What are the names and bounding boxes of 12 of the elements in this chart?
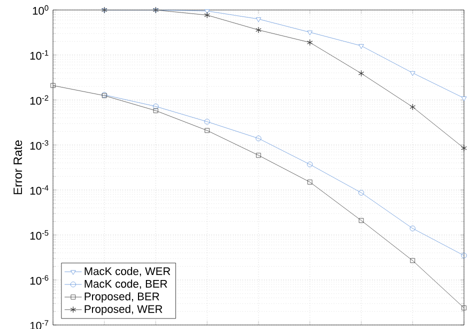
y-tick-label: 10$^{-6}$ [30, 275, 48, 285]
y-tick-label: 10$^{-2}$ [30, 95, 48, 105]
y-tick-label: 10$^{-4}$ [30, 185, 48, 195]
y-axis-title: Error Rate [14, 140, 22, 194]
y-tick-label: 10$^{-5}$ [30, 230, 48, 240]
y-tick-label: 10$^{-1}$ [30, 50, 48, 60]
legend-label: Proposed, WER [84, 304, 162, 316]
legend-label: Proposed, BER [84, 292, 160, 302]
y-tick-label: 10$^{-3}$ [30, 140, 48, 150]
y-tick-label: 10$^{0}$ [32, 5, 48, 15]
legend-label: MacK code, WER [84, 267, 170, 276]
legend-label: MacK code, BER [84, 280, 168, 290]
